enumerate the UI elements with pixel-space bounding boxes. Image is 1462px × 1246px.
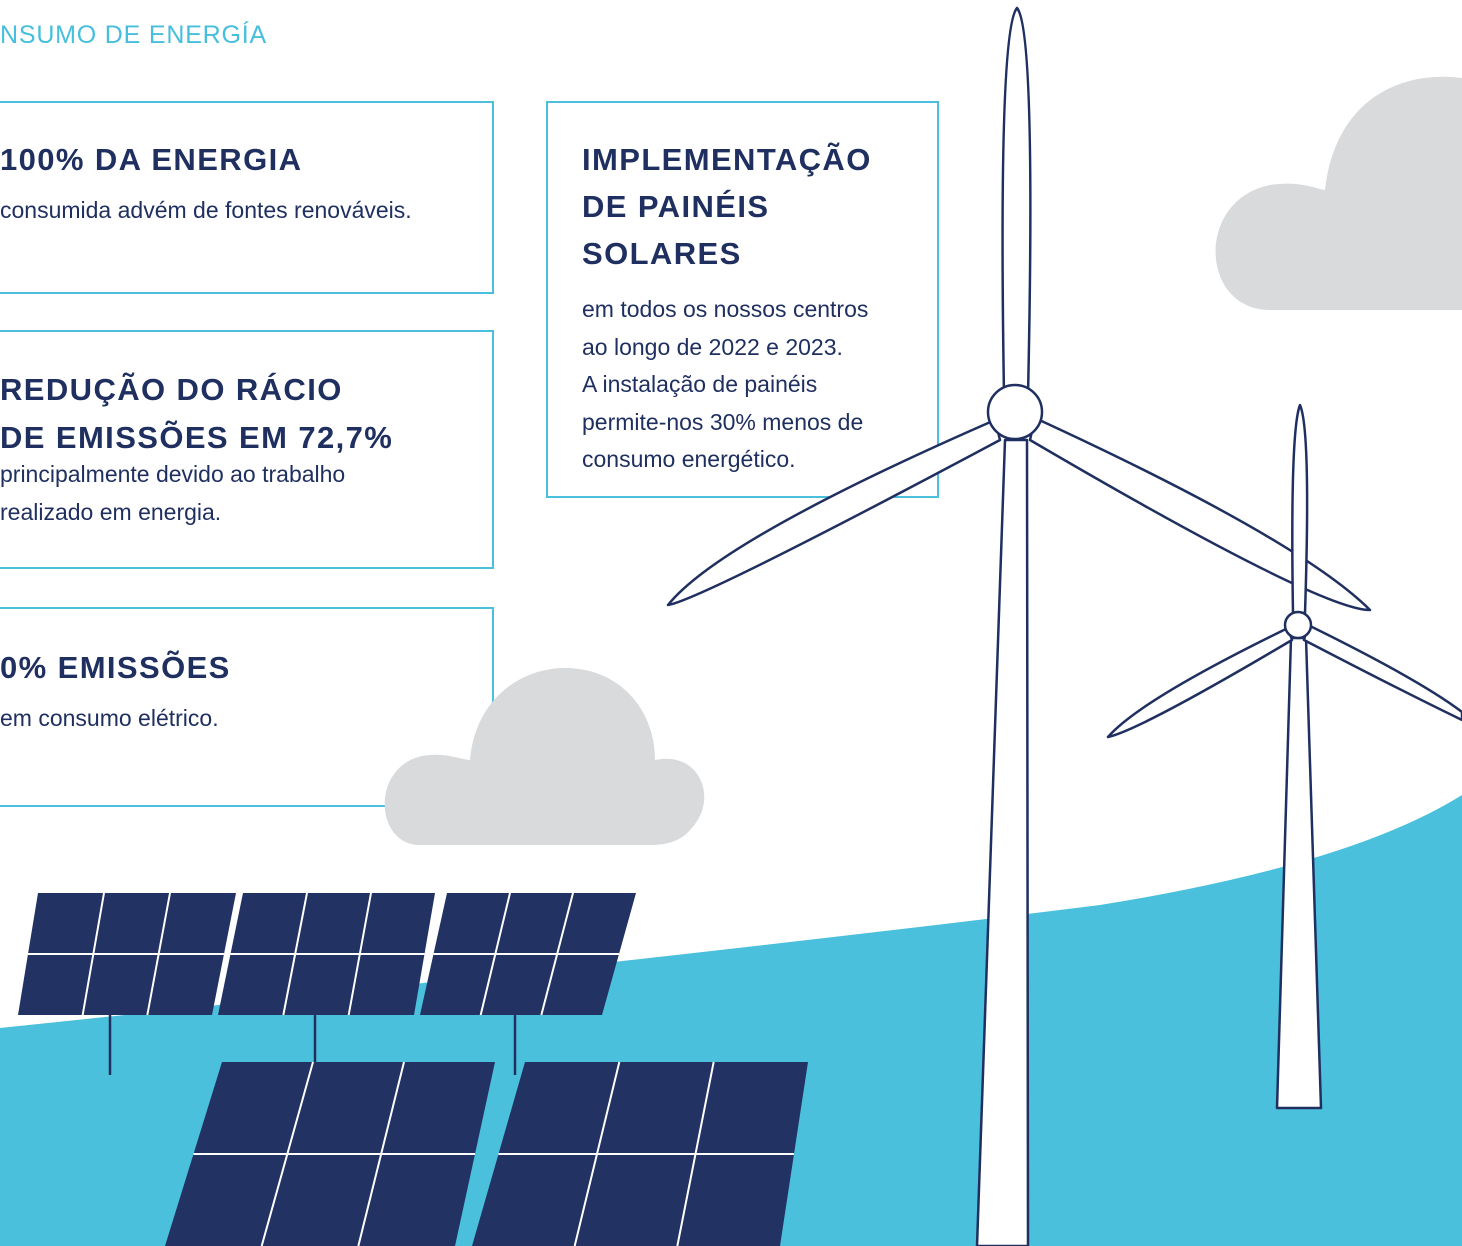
illustration — [0, 0, 1462, 1246]
page: NSUMO DE ENERGÍA 100% DA ENERGIA consumi… — [0, 0, 1462, 1246]
cloud — [1216, 77, 1462, 310]
cloud — [385, 668, 705, 845]
